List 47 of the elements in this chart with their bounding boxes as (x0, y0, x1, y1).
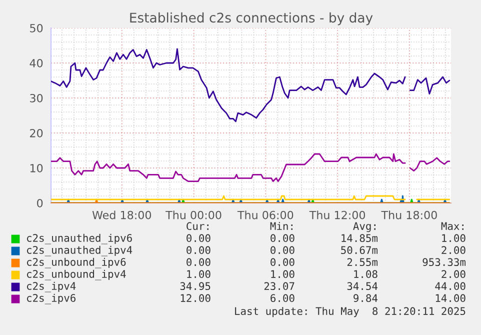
text: 953.33m (422, 258, 466, 266)
text: 34.54 (347, 282, 378, 290)
text: 50.67m (341, 246, 378, 254)
y-tick-label: 20 (30, 128, 43, 138)
legend-label: c2s_unbound_ipv6 (26, 258, 126, 268)
text: 1.00 (187, 270, 210, 278)
text: 0.00 (186, 258, 210, 266)
text: 34.95 (180, 282, 210, 290)
legend-label: c2s_ipv4 (26, 282, 76, 292)
legend-label: c2s_unauthed_ipv4 (26, 246, 132, 256)
text: Avg: (353, 222, 376, 232)
y-tick-label: 10 (30, 164, 43, 172)
y-tick-label: 50 (30, 24, 43, 32)
text: 12.00 (180, 294, 210, 302)
y-tick-label: 30 (30, 94, 43, 102)
text: Min: (270, 222, 292, 230)
text: 2.00 (442, 246, 466, 254)
text: Cur: (186, 222, 208, 230)
y-tick-label: 40 (30, 58, 43, 68)
text: 2.00 (442, 270, 466, 278)
x-tick-label: Thu 06:00 (237, 210, 294, 220)
text: 23.07 (264, 282, 294, 290)
legend-label: c2s_ipv6 (26, 294, 76, 304)
text: 1.00 (442, 234, 466, 242)
text: 0.00 (270, 258, 294, 266)
text: 14.00 (436, 294, 466, 302)
text: 0.00 (186, 246, 210, 254)
text: 6.00 (270, 294, 294, 302)
text: 2.55m (347, 258, 378, 266)
x-tick-label: Thu 18:00 (381, 210, 437, 220)
x-tick-label: Thu 12:00 (309, 210, 366, 220)
chart-title: Established c2s connections - by day (130, 12, 373, 26)
x-tick-label: Wed 18:00 (92, 210, 152, 220)
y-tick-label: 0 (37, 198, 43, 208)
text: 0.00 (270, 246, 294, 254)
text: Max: (441, 222, 464, 230)
text: 0.00 (186, 234, 210, 242)
text: 1.00 (271, 270, 294, 278)
text: 44.00 (435, 282, 466, 290)
text: 14.85m (342, 234, 378, 242)
legend-label: c2s_unauthed_ipv6 (26, 234, 132, 244)
text: 9.84 (354, 294, 378, 302)
text: 1.08 (354, 270, 378, 278)
x-tick-label: Thu 00:00 (166, 210, 222, 220)
text: Last update: Thu May 8 21:20:11 2025 (235, 306, 466, 318)
legend-label: c2s_unbound_ipv4 (26, 270, 126, 280)
text: 0.00 (270, 234, 294, 242)
